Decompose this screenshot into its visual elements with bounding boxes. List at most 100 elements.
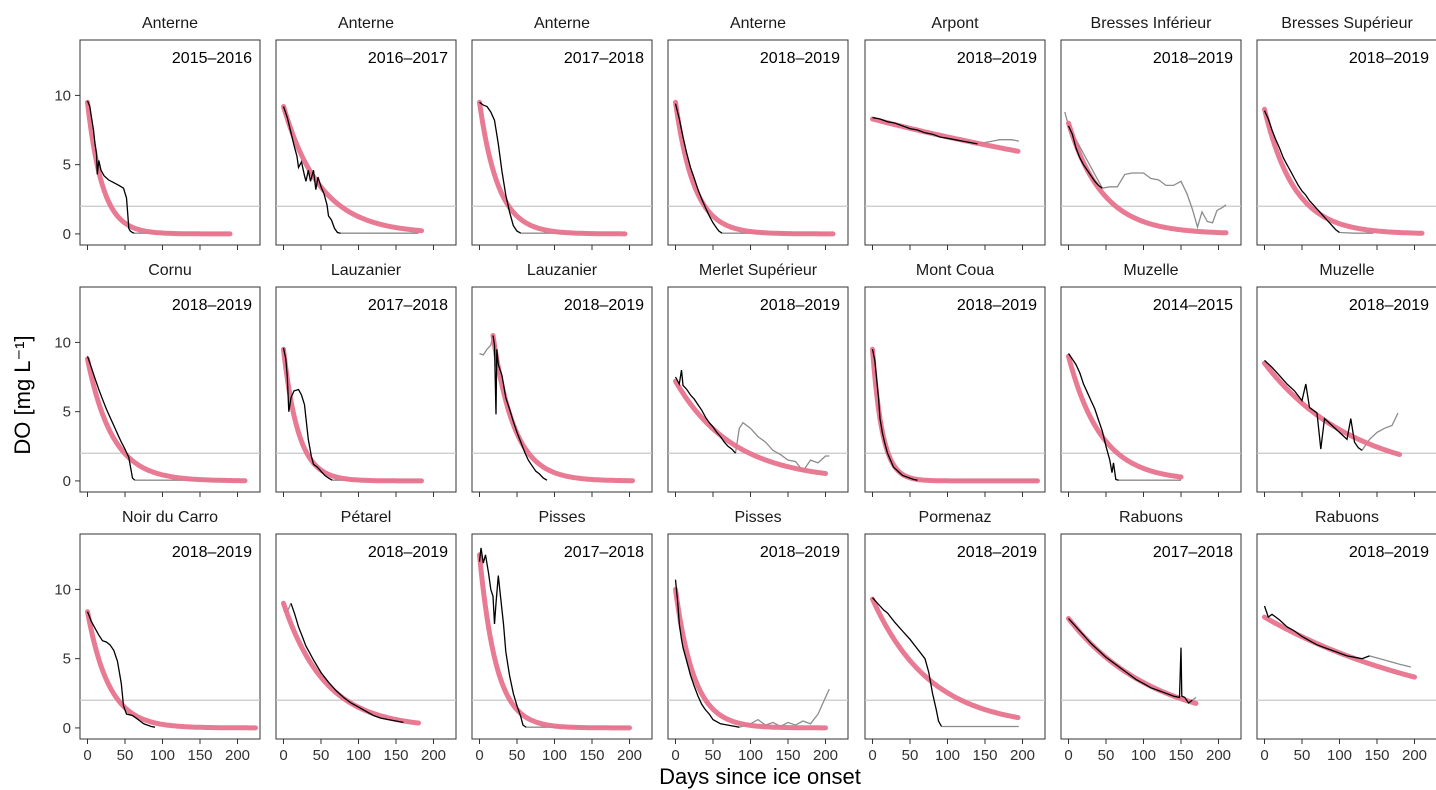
facet-title: Rabuons [1315, 509, 1379, 526]
observed-series-line [1067, 353, 1119, 481]
x-tick-label: 100 [542, 747, 567, 764]
x-tick-label: 50 [1294, 747, 1311, 764]
observed-series-line [1263, 605, 1370, 660]
fit-curve [281, 346, 424, 484]
season-label: 2017–2018 [1153, 544, 1233, 561]
facet-panel: Cornu 2018–2019 0 5 10 [54, 262, 261, 497]
season-label: 2017–2018 [368, 297, 448, 314]
facet-panel: Pisses 2018–2019 0 50 100 150 200 [667, 509, 849, 764]
x-tick-label: 150 [187, 747, 212, 764]
panel-frame [1256, 39, 1436, 246]
panel-frame [79, 286, 261, 493]
x-tick-label: 200 [617, 747, 642, 764]
facet-title: Bresses Inférieur [1091, 15, 1213, 32]
facet-title: Anterne [338, 15, 394, 32]
x-tick-label: 50 [313, 747, 330, 764]
fit-curve [1262, 106, 1425, 236]
x-tick-label: 100 [935, 747, 960, 764]
observed-series-line [290, 603, 404, 724]
x-tick-label: 100 [738, 747, 763, 764]
season-label: 2018–2019 [760, 297, 840, 314]
x-tick-label: 50 [117, 747, 134, 764]
fit-curve [1066, 120, 1229, 236]
facet-panel: Lauzanier 2018–2019 [471, 262, 653, 497]
observed-series-line [479, 101, 522, 234]
facet-title: Pisses [734, 509, 781, 526]
x-tick-label: 50 [509, 747, 526, 764]
x-tick-label: 150 [1168, 747, 1193, 764]
observed-series-line [872, 597, 943, 727]
season-label: 2018–2019 [957, 544, 1037, 561]
fit-curve [673, 378, 828, 476]
panel-frame [275, 286, 457, 493]
x-axis-title: Days since ice onset [659, 764, 861, 789]
panel-frame [1256, 533, 1436, 740]
facet-title: Mont Coua [916, 262, 994, 279]
facet-panel: Pisses 2017–2018 0 50 100 150 200 [471, 509, 653, 764]
y-tick-label: 5 [63, 157, 71, 174]
panel-frame [471, 533, 653, 740]
panel-frame [667, 533, 849, 740]
panel-frame [79, 39, 261, 246]
facet-panel: Anterne 2015–2016 0 5 10 [54, 15, 261, 250]
facet-title: Noir du Carro [122, 509, 218, 526]
season-label: 2018–2019 [368, 544, 448, 561]
x-tick-label: 100 [1131, 747, 1156, 764]
observed-series-line [478, 547, 527, 728]
observed-series-line [86, 100, 135, 234]
panel-frame [79, 533, 261, 740]
y-tick-label: 10 [54, 87, 71, 104]
y-tick-label: 5 [63, 404, 71, 421]
y-tick-label: 5 [63, 651, 71, 668]
facet-title: Arpont [931, 15, 979, 32]
y-tick-label: 0 [63, 720, 71, 737]
excluded-series-line [1339, 231, 1374, 234]
season-label: 2018–2019 [172, 544, 252, 561]
panel-frame [864, 286, 1046, 493]
panel-frame [1060, 39, 1242, 246]
facet-title: Bresses Supérieur [1281, 15, 1413, 32]
excluded-series-line [739, 688, 830, 728]
facet-panel: Bresses Supérieur 2018–2019 [1256, 15, 1436, 250]
season-label: 2018–2019 [957, 297, 1037, 314]
facet-panel: Mont Coua 2018–2019 [864, 262, 1046, 497]
excluded-series-line [1064, 111, 1227, 230]
facet-panel: Rabuons 2017–2018 0 50 100 150 200 [1060, 509, 1242, 764]
panel-frame [1060, 533, 1242, 740]
observed-series-line [1264, 359, 1363, 451]
x-tick-label: 0 [1064, 747, 1072, 764]
facet-panel: Merlet Supérieur 2018–2019 [667, 262, 849, 497]
fit-curve [870, 596, 1021, 721]
facet-panel: Anterne 2018–2019 [667, 15, 849, 250]
facet-title: Pormenaz [919, 509, 992, 526]
facet-title: Anterne [730, 15, 786, 32]
facet-title: Rabuons [1119, 509, 1183, 526]
y-axis-title: DO [mg L⁻¹] [10, 335, 35, 454]
facet-panel: Rabuons 2018–2019 0 50 100 150 200 [1256, 509, 1436, 764]
x-tick-label: 0 [475, 747, 483, 764]
x-tick-label: 200 [421, 747, 446, 764]
fit-curve [85, 99, 233, 237]
excluded-series-line [977, 139, 1019, 145]
facet-title: Cornu [148, 262, 192, 279]
season-label: 2018–2019 [564, 297, 644, 314]
observed-series-line [1263, 110, 1340, 234]
observed-series-line [1067, 125, 1103, 189]
panel-frame [864, 39, 1046, 246]
season-label: 2018–2019 [1153, 50, 1233, 67]
y-tick-label: 10 [54, 581, 71, 598]
facet-panel: Muzelle 2014–2015 [1060, 262, 1242, 497]
x-tick-label: 0 [279, 747, 287, 764]
y-tick-label: 10 [54, 334, 71, 351]
facet-panel: Muzelle 2018–2019 [1256, 262, 1436, 497]
observed-series-line [674, 369, 736, 454]
facet-panel: Pétarel 2018–2019 0 50 100 150 200 [275, 509, 457, 764]
observed-series-line [872, 116, 978, 145]
facet-panel: Lauzanier 2017–2018 [275, 262, 457, 497]
excluded-series-line [1369, 655, 1411, 668]
x-tick-label: 200 [813, 747, 838, 764]
fit-curve [477, 99, 628, 237]
season-label: 2016–2017 [368, 50, 448, 67]
x-tick-label: 0 [83, 747, 91, 764]
